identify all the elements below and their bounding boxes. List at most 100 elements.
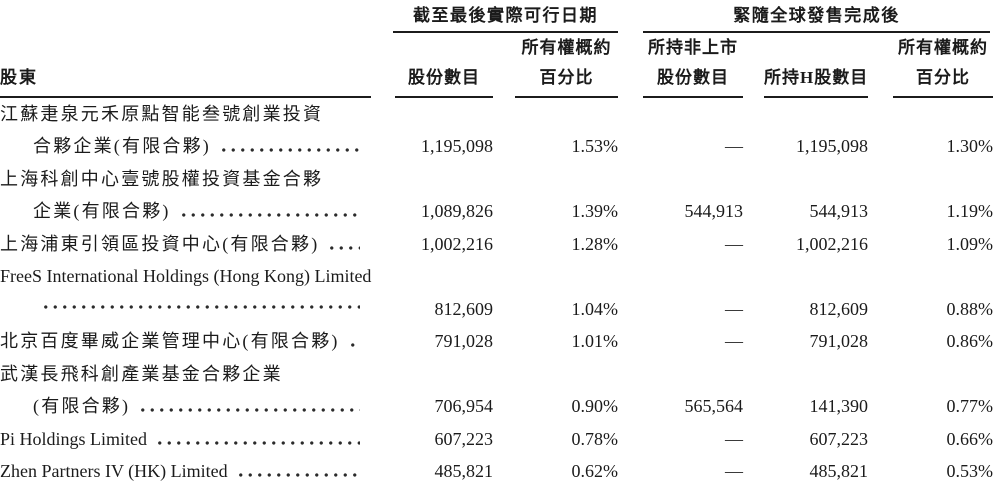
h-shares-cell: 607,223	[809, 428, 869, 449]
shareholder-name-line2: (有限合夥)	[33, 396, 131, 417]
table-row: 812,609 1.04% — 812,609 0.88%	[0, 293, 993, 326]
col3-header-line1: 所有權概約	[521, 38, 612, 57]
unlisted-shares-header-cell: 所持非上市 股份數目	[618, 33, 743, 98]
table-row: (有限合夥) 706,954 0.90% 565,564 141,390 0.7…	[0, 391, 993, 424]
pct-after-cell: 0.53%	[946, 461, 994, 482]
pct-cell: 0.90%	[571, 396, 619, 417]
dot-leader	[235, 473, 360, 478]
pct-cell: 0.62%	[571, 461, 619, 482]
unlisted-shares-cell: —	[725, 428, 743, 449]
shareholder-name-cell: 江蘇疌泉元禾原點智能叁號創業投資	[0, 98, 375, 131]
unlisted-shares-cell: 544,913	[684, 201, 744, 222]
shareholder-name-line1: 武漢長飛科創產業基金合夥企業	[0, 363, 283, 384]
table-row: 上海浦東引領區投資中心(有限合夥) 1,002,216 1.28% — 1,00…	[0, 228, 993, 261]
shareholder-name-line1: FreeS International Holdings (Hong Kong)…	[0, 266, 372, 287]
shareholder-name-line2: 企業(有限合夥)	[33, 201, 171, 222]
col6-header-line1: 所有權概約	[898, 38, 989, 57]
shares-cell: 1,195,098	[421, 136, 493, 157]
header-columns-row: 股東 股份數目 所有權概約 百分比 所持非上市 股份數目	[0, 33, 994, 98]
unlisted-shares-cell: —	[725, 233, 743, 254]
shareholder-name-cell: (有限合夥)	[0, 391, 375, 424]
pct-after-cell: 0.88%	[946, 298, 994, 319]
h-shares-cell: 791,028	[809, 331, 869, 352]
shareholder-name-line1: 上海浦東引領區投資中心(有限合夥)	[0, 233, 320, 254]
dot-leader	[155, 440, 360, 445]
pct-after-cell: 0.66%	[946, 428, 994, 449]
table-row: 上海科創中心壹號股權投資基金合夥	[0, 163, 993, 196]
table-row: 武漢長飛科創產業基金合夥企業	[0, 358, 993, 391]
h-shares-cell: 544,913	[809, 201, 869, 222]
col5-header-line2: 所持H股數目	[764, 68, 869, 87]
table-row: 企業(有限合夥) 1,089,826 1.39% 544,913 544,913…	[0, 196, 993, 229]
shareholder-name-cell	[0, 293, 375, 326]
h-shares-cell: 1,195,098	[796, 136, 868, 157]
dot-leader	[178, 213, 360, 218]
shares-cell: 485,821	[434, 461, 494, 482]
pct-after-cell: 1.19%	[946, 201, 994, 222]
pct-cell: 1.28%	[571, 233, 619, 254]
h-shares-header-cell: 所持H股數目	[743, 33, 868, 98]
table-row: Zhen Partners IV (HK) Limited 485,821 0.…	[0, 456, 993, 489]
shares-cell: 1,002,216	[421, 233, 493, 254]
pct-cell: 0.78%	[571, 428, 619, 449]
shareholder-name-cell: Pi Holdings Limited	[0, 423, 375, 456]
shareholder-name-cell: Zhen Partners IV (HK) Limited	[0, 456, 375, 489]
shareholder-name-cell: 上海浦東引領區投資中心(有限合夥)	[0, 228, 375, 261]
shareholder-name-line1: Pi Holdings Limited	[0, 428, 148, 449]
dot-leader	[219, 148, 360, 153]
group-post-global-offering-cell: 緊隨全球發售完成後	[618, 0, 993, 33]
pct-after-cell: 1.30%	[946, 136, 994, 157]
h-shares-cell: 812,609	[809, 298, 869, 319]
shareholder-name-cell: 上海科創中心壹號股權投資基金合夥	[0, 163, 375, 196]
table-row: 北京百度畢威企業管理中心(有限合夥) 791,028 1.01% — 791,0…	[0, 326, 993, 359]
group1-title: 截至最後實際可行日期	[393, 1, 618, 33]
header-group-row: 截至最後實際可行日期 緊隨全球發售完成後	[0, 0, 993, 33]
shareholder-name-cell: 企業(有限合夥)	[0, 196, 375, 229]
shares-cell: 812,609	[434, 298, 494, 319]
table-row: 江蘇疌泉元禾原點智能叁號創業投資	[0, 98, 993, 131]
pct-after-cell: 0.77%	[946, 396, 994, 417]
pct-cell: 1.01%	[571, 331, 619, 352]
group2-title: 緊隨全球發售完成後	[643, 1, 991, 33]
shareholder-header: 股東	[0, 68, 38, 87]
dot-leader	[41, 304, 360, 309]
ownership-pct-after-header-cell: 所有權概約 百分比	[868, 33, 994, 98]
shares-cell: 1,089,826	[421, 201, 493, 222]
unlisted-shares-cell: —	[725, 461, 743, 482]
ownership-pct-header-cell: 所有權概約 百分比	[493, 33, 618, 98]
col4-header-line2: 股份數目	[657, 68, 729, 87]
spacer-cell	[0, 0, 375, 33]
shareholder-name-cell: FreeS International Holdings (Hong Kong)…	[0, 261, 375, 294]
shareholder-name-line2: 合夥企業(有限合夥)	[33, 136, 211, 157]
shareholder-name-cell: 北京百度畢威企業管理中心(有限合夥)	[0, 326, 375, 359]
pct-cell: 1.53%	[571, 136, 619, 157]
col4-header-line1: 所持非上市	[648, 38, 738, 57]
table-row: Pi Holdings Limited 607,223 0.78% — 607,…	[0, 423, 993, 456]
col2-header-line2: 股份數目	[408, 68, 480, 87]
shareholder-name-cell: 武漢長飛科創產業基金合夥企業	[0, 358, 375, 391]
shares-cell: 791,028	[434, 331, 494, 352]
unlisted-shares-cell: —	[725, 298, 743, 319]
shareholder-header-cell: 股東	[0, 33, 375, 98]
shareholder-name-line1: 江蘇疌泉元禾原點智能叁號創業投資	[0, 103, 324, 124]
pct-after-cell: 1.09%	[946, 233, 994, 254]
dot-leader	[347, 343, 360, 348]
shares-cell: 607,223	[434, 428, 494, 449]
col3-header-line2: 百分比	[539, 68, 594, 87]
pct-after-cell: 0.86%	[946, 331, 994, 352]
dot-leader	[138, 408, 360, 413]
shareholder-name-line1: 北京百度畢威企業管理中心(有限合夥)	[0, 331, 340, 352]
shares-number-header-cell: 股份數目	[375, 33, 493, 98]
pct-cell: 1.39%	[571, 201, 619, 222]
h-shares-cell: 485,821	[809, 461, 869, 482]
table-row: 合夥企業(有限合夥) 1,195,098 1.53% — 1,195,098 1…	[0, 131, 993, 164]
shareholder-name-cell: 合夥企業(有限合夥)	[0, 131, 375, 164]
shares-cell: 706,954	[434, 396, 494, 417]
dot-leader	[327, 245, 360, 250]
group-latest-practicable-date-cell: 截至最後實際可行日期	[375, 0, 618, 33]
table-row: FreeS International Holdings (Hong Kong)…	[0, 261, 993, 294]
shareholder-name-line1: 上海科創中心壹號股權投資基金合夥	[0, 168, 324, 189]
h-shares-cell: 141,390	[809, 396, 869, 417]
